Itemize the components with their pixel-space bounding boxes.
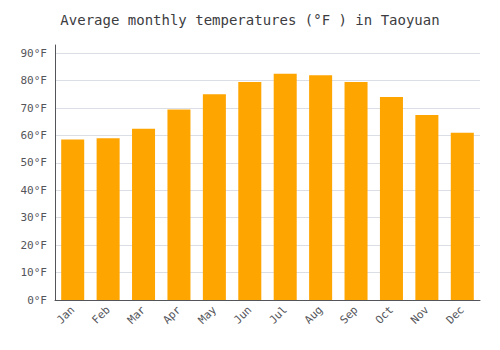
- svg-text:Feb: Feb: [89, 303, 112, 326]
- svg-text:60°F: 60°F: [21, 129, 48, 142]
- svg-text:90°F: 90°F: [21, 47, 48, 60]
- svg-text:Nov: Nov: [408, 303, 431, 326]
- svg-text:Aug: Aug: [302, 303, 325, 326]
- svg-text:Jul: Jul: [267, 303, 290, 326]
- svg-text:Apr: Apr: [160, 303, 183, 326]
- svg-text:0°F: 0°F: [27, 294, 47, 307]
- svg-text:10°F: 10°F: [21, 266, 48, 279]
- svg-text:50°F: 50°F: [21, 156, 48, 169]
- svg-text:Dec: Dec: [444, 303, 467, 326]
- svg-text:20°F: 20°F: [21, 239, 48, 252]
- svg-text:Average monthly temperatures (: Average monthly temperatures (°F ) in Ta…: [60, 12, 439, 28]
- svg-text:40°F: 40°F: [21, 184, 48, 197]
- svg-text:30°F: 30°F: [21, 211, 48, 224]
- svg-text:Mar: Mar: [125, 303, 148, 326]
- svg-text:Sep: Sep: [337, 303, 360, 326]
- svg-text:Jun: Jun: [231, 303, 254, 326]
- svg-text:Jan: Jan: [54, 303, 77, 326]
- svg-text:80°F: 80°F: [21, 74, 48, 87]
- svg-text:May: May: [196, 303, 219, 326]
- svg-text:70°F: 70°F: [21, 102, 48, 115]
- svg-text:Oct: Oct: [373, 303, 396, 326]
